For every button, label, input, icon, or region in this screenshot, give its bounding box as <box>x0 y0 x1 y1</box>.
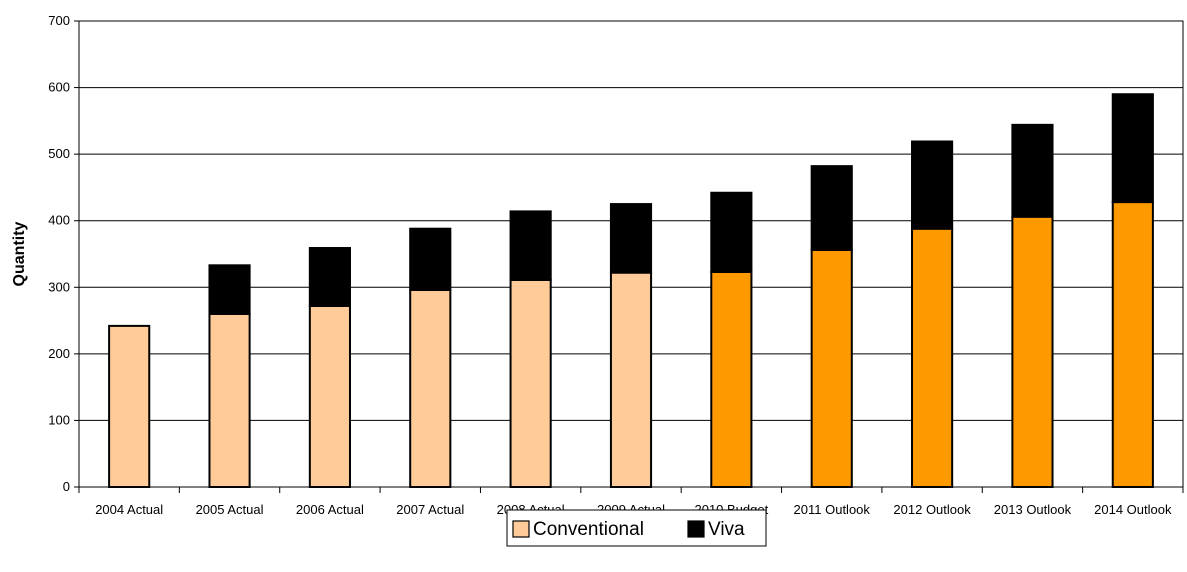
bar-viva <box>409 227 452 291</box>
x-tick-label: 2005 Actual <box>196 502 264 517</box>
y-tick-label: 700 <box>48 13 70 28</box>
bar-conventional <box>911 227 954 488</box>
bar-conventional <box>108 324 151 489</box>
y-tick-label: 400 <box>48 213 70 228</box>
legend-box <box>506 509 767 547</box>
y-axis-ticks: 0 100 200 300 400 500 600 700 <box>48 13 79 494</box>
y-tick-label: 600 <box>48 80 70 95</box>
y-axis-title: Quantity <box>11 221 28 286</box>
bar-viva <box>208 264 251 315</box>
bar-conventional <box>1111 201 1154 488</box>
bar-viva <box>509 210 552 281</box>
bar-viva <box>308 247 351 307</box>
bar-conventional <box>208 312 251 488</box>
bar-viva <box>609 203 653 274</box>
x-tick-label: 2014 Outlook <box>1094 502 1172 517</box>
bar-viva <box>911 140 954 230</box>
plot-area-border <box>78 20 1184 488</box>
bar-viva <box>1111 93 1154 204</box>
bar-viva <box>1011 123 1054 218</box>
axes <box>78 20 1184 488</box>
x-tick-label: 2011 Outlook <box>794 502 871 517</box>
bar-conventional <box>308 304 351 488</box>
x-tick-label: 2012 Outlook <box>893 502 971 517</box>
x-tick-label: 2004 Actual <box>95 502 163 517</box>
legend-label-viva: Viva <box>708 519 745 540</box>
x-tick-label: 2013 Outlook <box>994 502 1072 517</box>
y-tick-label: 0 <box>63 479 70 494</box>
x-tick-label: 2007 Actual <box>396 502 464 517</box>
legend-swatch-viva <box>687 520 705 538</box>
y-tick-label: 300 <box>48 279 70 294</box>
y-tick-label: 100 <box>48 412 70 427</box>
bar-conventional <box>710 270 753 488</box>
legend-swatch-conventional <box>512 520 530 538</box>
bar-conventional <box>509 278 552 488</box>
bar-viva <box>710 191 753 273</box>
y-tick-label: 200 <box>48 346 70 361</box>
bar-conventional <box>1011 215 1054 488</box>
bar-conventional <box>810 249 853 488</box>
bar-conventional <box>609 271 653 489</box>
bar-viva <box>810 165 853 252</box>
bar-conventional <box>409 288 452 488</box>
x-tick-label: 2006 Actual <box>296 502 364 517</box>
bars <box>108 93 1154 489</box>
legend: Conventional Viva <box>506 509 767 547</box>
y-tick-label: 500 <box>48 146 70 161</box>
legend-label-conventional: Conventional <box>533 519 644 540</box>
